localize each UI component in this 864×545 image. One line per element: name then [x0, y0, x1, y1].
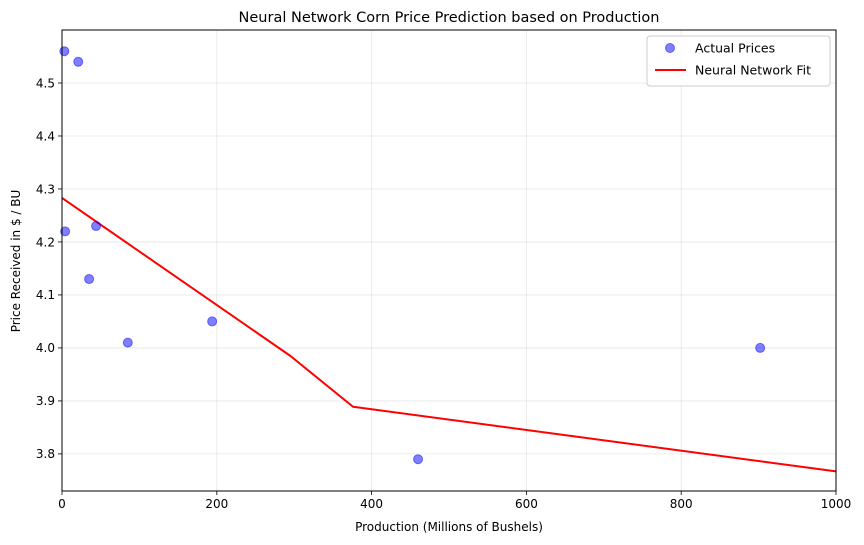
- legend-box: [646, 35, 831, 87]
- actual-price-point: [91, 221, 102, 232]
- legend-label-actual-prices: Actual Prices: [695, 41, 775, 56]
- x-tick-label: 0: [58, 497, 66, 511]
- fit-line-layer: [61, 197, 837, 473]
- actual-price-point: [84, 274, 95, 285]
- actual-price-point: [59, 46, 70, 57]
- y-tick-label: 4.2: [36, 235, 55, 249]
- x-tick-label: 200: [205, 497, 228, 511]
- actual-price-point: [60, 226, 71, 237]
- y-axis-ticks: 3.8 3.9 4.0 4.1 4.2 4.3 4.4 4.5: [36, 76, 62, 461]
- x-tick-label: 400: [360, 497, 383, 511]
- chart-title: Neural Network Corn Price Prediction bas…: [239, 10, 660, 26]
- legend-label-neural-network-fit: Neural Network Fit: [695, 63, 811, 78]
- plot-frame: [61, 29, 837, 492]
- actual-price-point: [122, 337, 133, 348]
- actual-price-point: [207, 316, 218, 327]
- actual-price-point: [755, 342, 766, 353]
- legend-marker-actual-prices: [665, 43, 675, 53]
- neural-network-fit-line: [61, 197, 837, 473]
- y-tick-label: 4.0: [36, 341, 55, 355]
- y-tick-label: 4.4: [36, 129, 55, 143]
- grid: [61, 30, 837, 491]
- y-tick-label: 4.3: [36, 182, 55, 196]
- y-tick-label: 4.5: [36, 76, 55, 90]
- y-tick-label: 4.1: [36, 288, 55, 302]
- x-axis-ticks: 0 200 400 600 800 1000: [58, 491, 851, 511]
- y-axis-label: Price Received in $ / BU: [9, 190, 23, 333]
- x-tick-label: 800: [670, 497, 693, 511]
- y-tick-label: 3.9: [36, 394, 55, 408]
- actual-price-point: [413, 454, 424, 465]
- actual-price-point: [73, 56, 84, 67]
- points-layer: [59, 46, 766, 465]
- legend: Actual Prices Neural Network Fit: [646, 35, 831, 87]
- x-axis-label: Production (Millions of Bushels): [355, 520, 543, 534]
- x-tick-label: 600: [515, 497, 538, 511]
- y-tick-label: 3.8: [36, 447, 55, 461]
- x-tick-label: 1000: [821, 497, 852, 511]
